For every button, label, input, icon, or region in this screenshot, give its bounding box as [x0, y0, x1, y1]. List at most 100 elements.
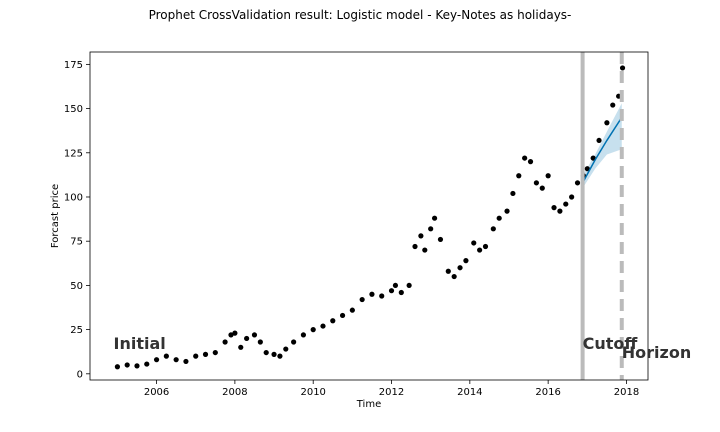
data-point — [445, 268, 451, 274]
x-tick-label: 2012 — [379, 387, 404, 398]
data-point — [163, 353, 169, 359]
data-point — [124, 362, 130, 368]
x-tick-label: 2008 — [222, 387, 247, 398]
data-point — [545, 173, 551, 179]
y-tick-label: 50 — [70, 281, 83, 292]
y-tick-label: 0 — [77, 369, 83, 380]
data-point — [406, 282, 412, 289]
data-point — [496, 215, 502, 221]
data-point — [232, 330, 238, 336]
data-point — [451, 273, 457, 280]
y-tick-label: 75 — [70, 237, 83, 248]
data-point — [202, 351, 209, 357]
data-point — [604, 120, 610, 126]
data-point — [437, 236, 444, 243]
data-point — [471, 240, 477, 246]
data-point — [244, 335, 250, 342]
data-point — [533, 180, 540, 186]
data-point — [398, 289, 404, 296]
y-axis-label: Forcast price — [50, 184, 61, 248]
data-point — [477, 247, 483, 253]
data-point — [359, 296, 365, 303]
y-tick-label: 150 — [64, 104, 83, 115]
data-point — [504, 208, 510, 214]
data-point — [251, 332, 258, 338]
x-tick-label: 2010 — [300, 387, 325, 398]
data-point — [490, 226, 496, 232]
x-axis: 2006 2008 2010 2012 2014 2016 2018 — [144, 380, 639, 398]
vertical-lines-layer — [580, 52, 624, 380]
x-tick-label: 2006 — [144, 387, 169, 398]
data-point — [339, 312, 346, 319]
data-point — [431, 215, 438, 221]
y-tick-label: 25 — [70, 325, 83, 336]
data-point — [291, 339, 297, 345]
data-point — [457, 265, 463, 271]
data-point — [238, 344, 244, 350]
data-point — [392, 282, 399, 289]
data-point — [610, 102, 616, 108]
plot-area — [114, 52, 626, 380]
annotation-cutoff: Cutoff — [583, 334, 639, 353]
x-tick-label: 2016 — [535, 387, 560, 398]
data-point — [584, 166, 590, 172]
data-point — [590, 155, 596, 161]
chart-title: Prophet CrossValidation result: Logistic… — [149, 8, 572, 22]
data-point — [257, 339, 263, 345]
x-tick-label: 2018 — [614, 387, 639, 398]
data-point — [551, 205, 557, 211]
x-tick-label: 2014 — [457, 387, 482, 398]
forecast-line — [581, 117, 623, 184]
data-point — [228, 332, 234, 338]
data-point — [369, 291, 375, 297]
data-point — [557, 208, 563, 214]
y-axis: 0 25 50 75 100 125 150 175 — [64, 60, 90, 380]
plot-frame — [89, 51, 649, 381]
data-point — [183, 358, 189, 365]
data-point — [222, 339, 228, 345]
data-point — [320, 323, 326, 329]
data-point — [310, 327, 316, 333]
data-point — [574, 180, 581, 186]
data-point — [283, 346, 289, 352]
data-point — [422, 247, 428, 253]
data-point — [144, 361, 150, 367]
data-point — [212, 349, 218, 356]
data-point — [463, 258, 469, 264]
data-point — [193, 353, 199, 359]
uncertainty-band — [582, 103, 622, 189]
annotation-initial: Initial — [113, 334, 165, 353]
data-point — [349, 307, 355, 313]
data-point — [114, 364, 121, 370]
data-point — [263, 349, 269, 356]
data-point — [388, 288, 395, 294]
data-point — [522, 155, 528, 161]
y-tick-label: 175 — [64, 60, 83, 71]
data-point — [153, 357, 160, 363]
x-axis-label: Time — [356, 399, 381, 410]
data-point — [379, 293, 385, 299]
data-point — [173, 357, 179, 363]
data-point — [330, 318, 336, 324]
data-point — [418, 233, 424, 239]
data-point — [527, 159, 534, 165]
forecast-line-layer — [581, 117, 623, 184]
data-point — [596, 137, 602, 144]
y-tick-label: 100 — [64, 192, 83, 203]
observed-points-layer — [114, 65, 626, 370]
data-point — [412, 243, 418, 250]
uncertainty-band-layer — [582, 103, 622, 189]
data-point — [300, 332, 307, 338]
data-point — [482, 243, 489, 250]
data-point — [134, 363, 140, 369]
data-point — [539, 185, 545, 191]
data-point — [516, 173, 522, 179]
data-point — [510, 190, 516, 197]
y-tick-label: 125 — [64, 148, 83, 159]
data-point — [569, 194, 575, 200]
data-point — [563, 201, 569, 207]
data-point — [619, 65, 626, 71]
data-point — [277, 353, 283, 359]
